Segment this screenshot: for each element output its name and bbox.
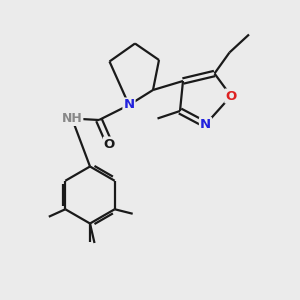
Text: N: N [123, 98, 135, 112]
Text: O: O [225, 89, 237, 103]
Text: NH: NH [61, 112, 82, 125]
Text: N: N [200, 118, 211, 131]
Text: O: O [104, 137, 115, 151]
